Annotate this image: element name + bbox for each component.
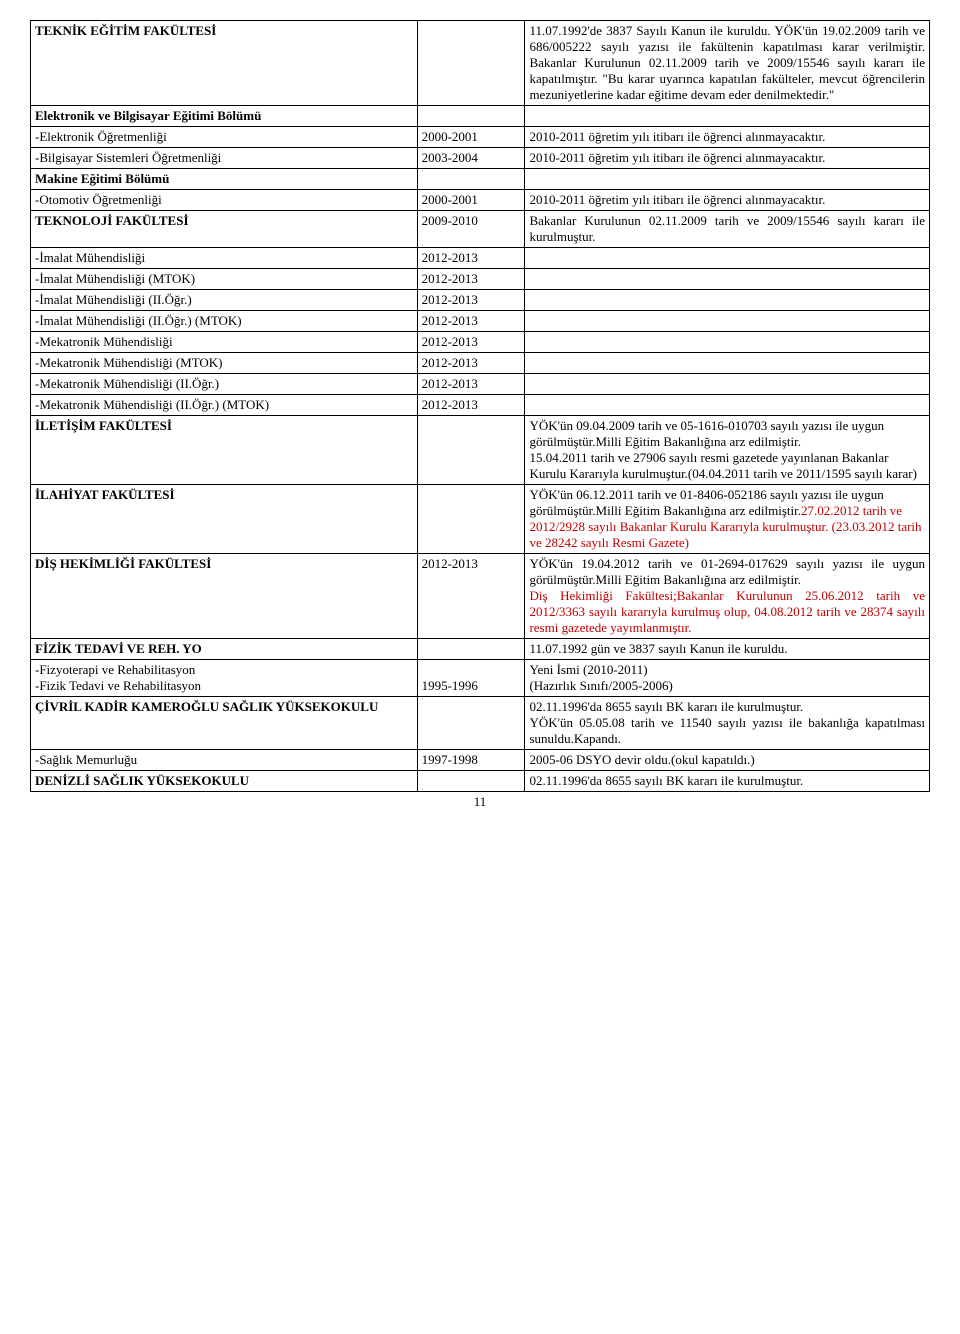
table-row: Elektronik ve Bilgisayar Eğitimi Bölümü — [31, 106, 930, 127]
cell-name: -İmalat Mühendisliği (MTOK) — [31, 269, 418, 290]
cell-year: 2000-2001 — [417, 190, 525, 211]
cell-name: TEKNİK EĞİTİM FAKÜLTESİ — [31, 21, 418, 106]
table-row: ÇİVRİL KADİR KAMEROĞLU SAĞLIK YÜKSEKOKUL… — [31, 697, 930, 750]
cell-year — [417, 416, 525, 485]
cell-name: FİZİK TEDAVİ VE REH. YO — [31, 639, 418, 660]
table-row: -İmalat Mühendisliği (MTOK)2012-2013 — [31, 269, 930, 290]
page-number: 11 — [30, 794, 930, 810]
cell-name: -İmalat Mühendisliği — [31, 248, 418, 269]
cell-name: -Bilgisayar Sistemleri Öğretmenliği — [31, 148, 418, 169]
cell-notes — [525, 395, 930, 416]
text-segment: Diş Hekimliği Fakültesi;Bakanlar Kurulun… — [529, 588, 925, 635]
table-row: -Mekatronik Mühendisliği (MTOK)2012-2013 — [31, 353, 930, 374]
table-row: TEKNİK EĞİTİM FAKÜLTESİ 11.07.1992'de 383… — [31, 21, 930, 106]
cell-year — [417, 169, 525, 190]
text-segment: YÖK'ün 19.04.2012 tarih ve 01-2694-01762… — [529, 556, 925, 587]
cell-name: -Sağlık Memurluğu — [31, 750, 418, 771]
text-segment: YÖK'ün 05.05.08 tarih ve 11540 sayılı ya… — [529, 715, 925, 746]
cell-year: 2012-2013 — [417, 269, 525, 290]
cell-notes — [525, 374, 930, 395]
cell-notes: 2010-2011 öğretim yılı itibarı ile öğren… — [525, 190, 930, 211]
cell-notes — [525, 290, 930, 311]
cell-year: 2009-2010 — [417, 211, 525, 248]
table-row: -Otomotiv Öğretmenliği2000-20012010-2011… — [31, 190, 930, 211]
cell-notes: 02.11.1996'da 8655 sayılı BK kararı ile … — [525, 697, 930, 750]
cell-notes — [525, 248, 930, 269]
cell-notes — [525, 332, 930, 353]
cell-notes: 2010-2011 öğretim yılı itibarı ile öğren… — [525, 127, 930, 148]
cell-name: ÇİVRİL KADİR KAMEROĞLU SAĞLIK YÜKSEKOKUL… — [31, 697, 418, 750]
cell-year: 2012-2013 — [417, 374, 525, 395]
cell-year: 2000-2001 — [417, 127, 525, 148]
cell-notes: 11.07.1992 gün ve 3837 sayılı Kanun ile … — [525, 639, 930, 660]
cell-notes — [525, 353, 930, 374]
table-row: -Mekatronik Mühendisliği2012-2013 — [31, 332, 930, 353]
cell-notes: 2005-06 DSYO devir oldu.(okul kapatıldı.… — [525, 750, 930, 771]
table-row: -İmalat Mühendisliği (II.Öğr.)2012-2013 — [31, 290, 930, 311]
table-row: -Mekatronik Mühendisliği (II.Öğr.)2012-2… — [31, 374, 930, 395]
cell-notes — [525, 106, 930, 127]
cell-year — [417, 106, 525, 127]
table-row: İLAHİYAT FAKÜLTESİ YÖK'ün 06.12.2011 tari… — [31, 485, 930, 554]
table-row: -Sağlık Memurluğu1997-19982005-06 DSYO d… — [31, 750, 930, 771]
cell-year: 2012-2013 — [417, 332, 525, 353]
cell-year: 2012-2013 — [417, 290, 525, 311]
cell-notes — [525, 169, 930, 190]
cell-year: 2003-2004 — [417, 148, 525, 169]
cell-name: DİŞ HEKİMLİĞİ FAKÜLTESİ — [31, 554, 418, 639]
cell-name: -Mekatronik Mühendisliği — [31, 332, 418, 353]
cell-year: 2012-2013 — [417, 353, 525, 374]
table-row: -Fizyoterapi ve Rehabilitasyon -Fizik Te… — [31, 660, 930, 697]
cell-year: 1995-1996 — [417, 660, 525, 697]
table-row: FİZİK TEDAVİ VE REH. YO 11.07.1992 gün ve… — [31, 639, 930, 660]
table-row: -Mekatronik Mühendisliği (II.Öğr.) (MTOK… — [31, 395, 930, 416]
cell-name: DENİZLİ SAĞLIK YÜKSEKOKULU — [31, 771, 418, 792]
cell-name: İLAHİYAT FAKÜLTESİ — [31, 485, 418, 554]
cell-name: Makine Eğitimi Bölümü — [31, 169, 418, 190]
table-row: -Bilgisayar Sistemleri Öğretmenliği2003-… — [31, 148, 930, 169]
cell-name: -Fizyoterapi ve Rehabilitasyon -Fizik Te… — [31, 660, 418, 697]
cell-notes: 02.11.1996'da 8655 sayılı BK kararı ile … — [525, 771, 930, 792]
cell-name: -İmalat Mühendisliği (II.Öğr.) (MTOK) — [31, 311, 418, 332]
cell-year — [417, 697, 525, 750]
table-row: Makine Eğitimi Bölümü — [31, 169, 930, 190]
cell-notes: 11.07.1992'de 3837 Sayılı Kanun ile kuru… — [525, 21, 930, 106]
cell-notes: YÖK'ün 09.04.2009 tarih ve 05-1616-01070… — [525, 416, 930, 485]
table-row: -Elektronik Öğretmenliği2000-20012010-20… — [31, 127, 930, 148]
cell-name: -Elektronik Öğretmenliği — [31, 127, 418, 148]
table-row: -İmalat Mühendisliği (II.Öğr.) (MTOK)201… — [31, 311, 930, 332]
cell-year — [417, 485, 525, 554]
cell-notes: 2010-2011 öğretim yılı itibarı ile öğren… — [525, 148, 930, 169]
cell-year: 2012-2013 — [417, 395, 525, 416]
cell-name: İLETİŞİM FAKÜLTESİ — [31, 416, 418, 485]
text-segment: 02.11.1996'da 8655 sayılı BK kararı ile … — [529, 699, 803, 714]
cell-year — [417, 639, 525, 660]
cell-name: -Mekatronik Mühendisliği (II.Öğr.) (MTOK… — [31, 395, 418, 416]
cell-year: 2012-2013 — [417, 554, 525, 639]
cell-name: -Otomotiv Öğretmenliği — [31, 190, 418, 211]
cell-year — [417, 771, 525, 792]
cell-year: 2012-2013 — [417, 311, 525, 332]
cell-notes: YÖK'ün 19.04.2012 tarih ve 01-2694-01762… — [525, 554, 930, 639]
cell-year: 2012-2013 — [417, 248, 525, 269]
faculty-table: TEKNİK EĞİTİM FAKÜLTESİ 11.07.1992'de 383… — [30, 20, 930, 792]
cell-year — [417, 21, 525, 106]
cell-name: TEKNOLOJİ FAKÜLTESİ — [31, 211, 418, 248]
cell-name: -İmalat Mühendisliği (II.Öğr.) — [31, 290, 418, 311]
cell-year: 1997-1998 — [417, 750, 525, 771]
table-row: DİŞ HEKİMLİĞİ FAKÜLTESİ2012-2013YÖK'ün 1… — [31, 554, 930, 639]
cell-name: -Mekatronik Mühendisliği (MTOK) — [31, 353, 418, 374]
cell-notes: YÖK'ün 06.12.2011 tarih ve 01-8406-05218… — [525, 485, 930, 554]
cell-notes: Bakanlar Kurulunun 02.11.2009 tarih ve 2… — [525, 211, 930, 248]
table-row: DENİZLİ SAĞLIK YÜKSEKOKULU 02.11.1996'da … — [31, 771, 930, 792]
table-row: -İmalat Mühendisliği2012-2013 — [31, 248, 930, 269]
cell-notes — [525, 269, 930, 290]
table-row: TEKNOLOJİ FAKÜLTESİ2009-2010Bakanlar Kur… — [31, 211, 930, 248]
cell-name: Elektronik ve Bilgisayar Eğitimi Bölümü — [31, 106, 418, 127]
cell-name: -Mekatronik Mühendisliği (II.Öğr.) — [31, 374, 418, 395]
cell-notes — [525, 311, 930, 332]
table-row: İLETİŞİM FAKÜLTESİ YÖK'ün 09.04.2009 tari… — [31, 416, 930, 485]
cell-notes: Yeni İsmi (2010-2011) (Hazırlık Sınıfı/2… — [525, 660, 930, 697]
